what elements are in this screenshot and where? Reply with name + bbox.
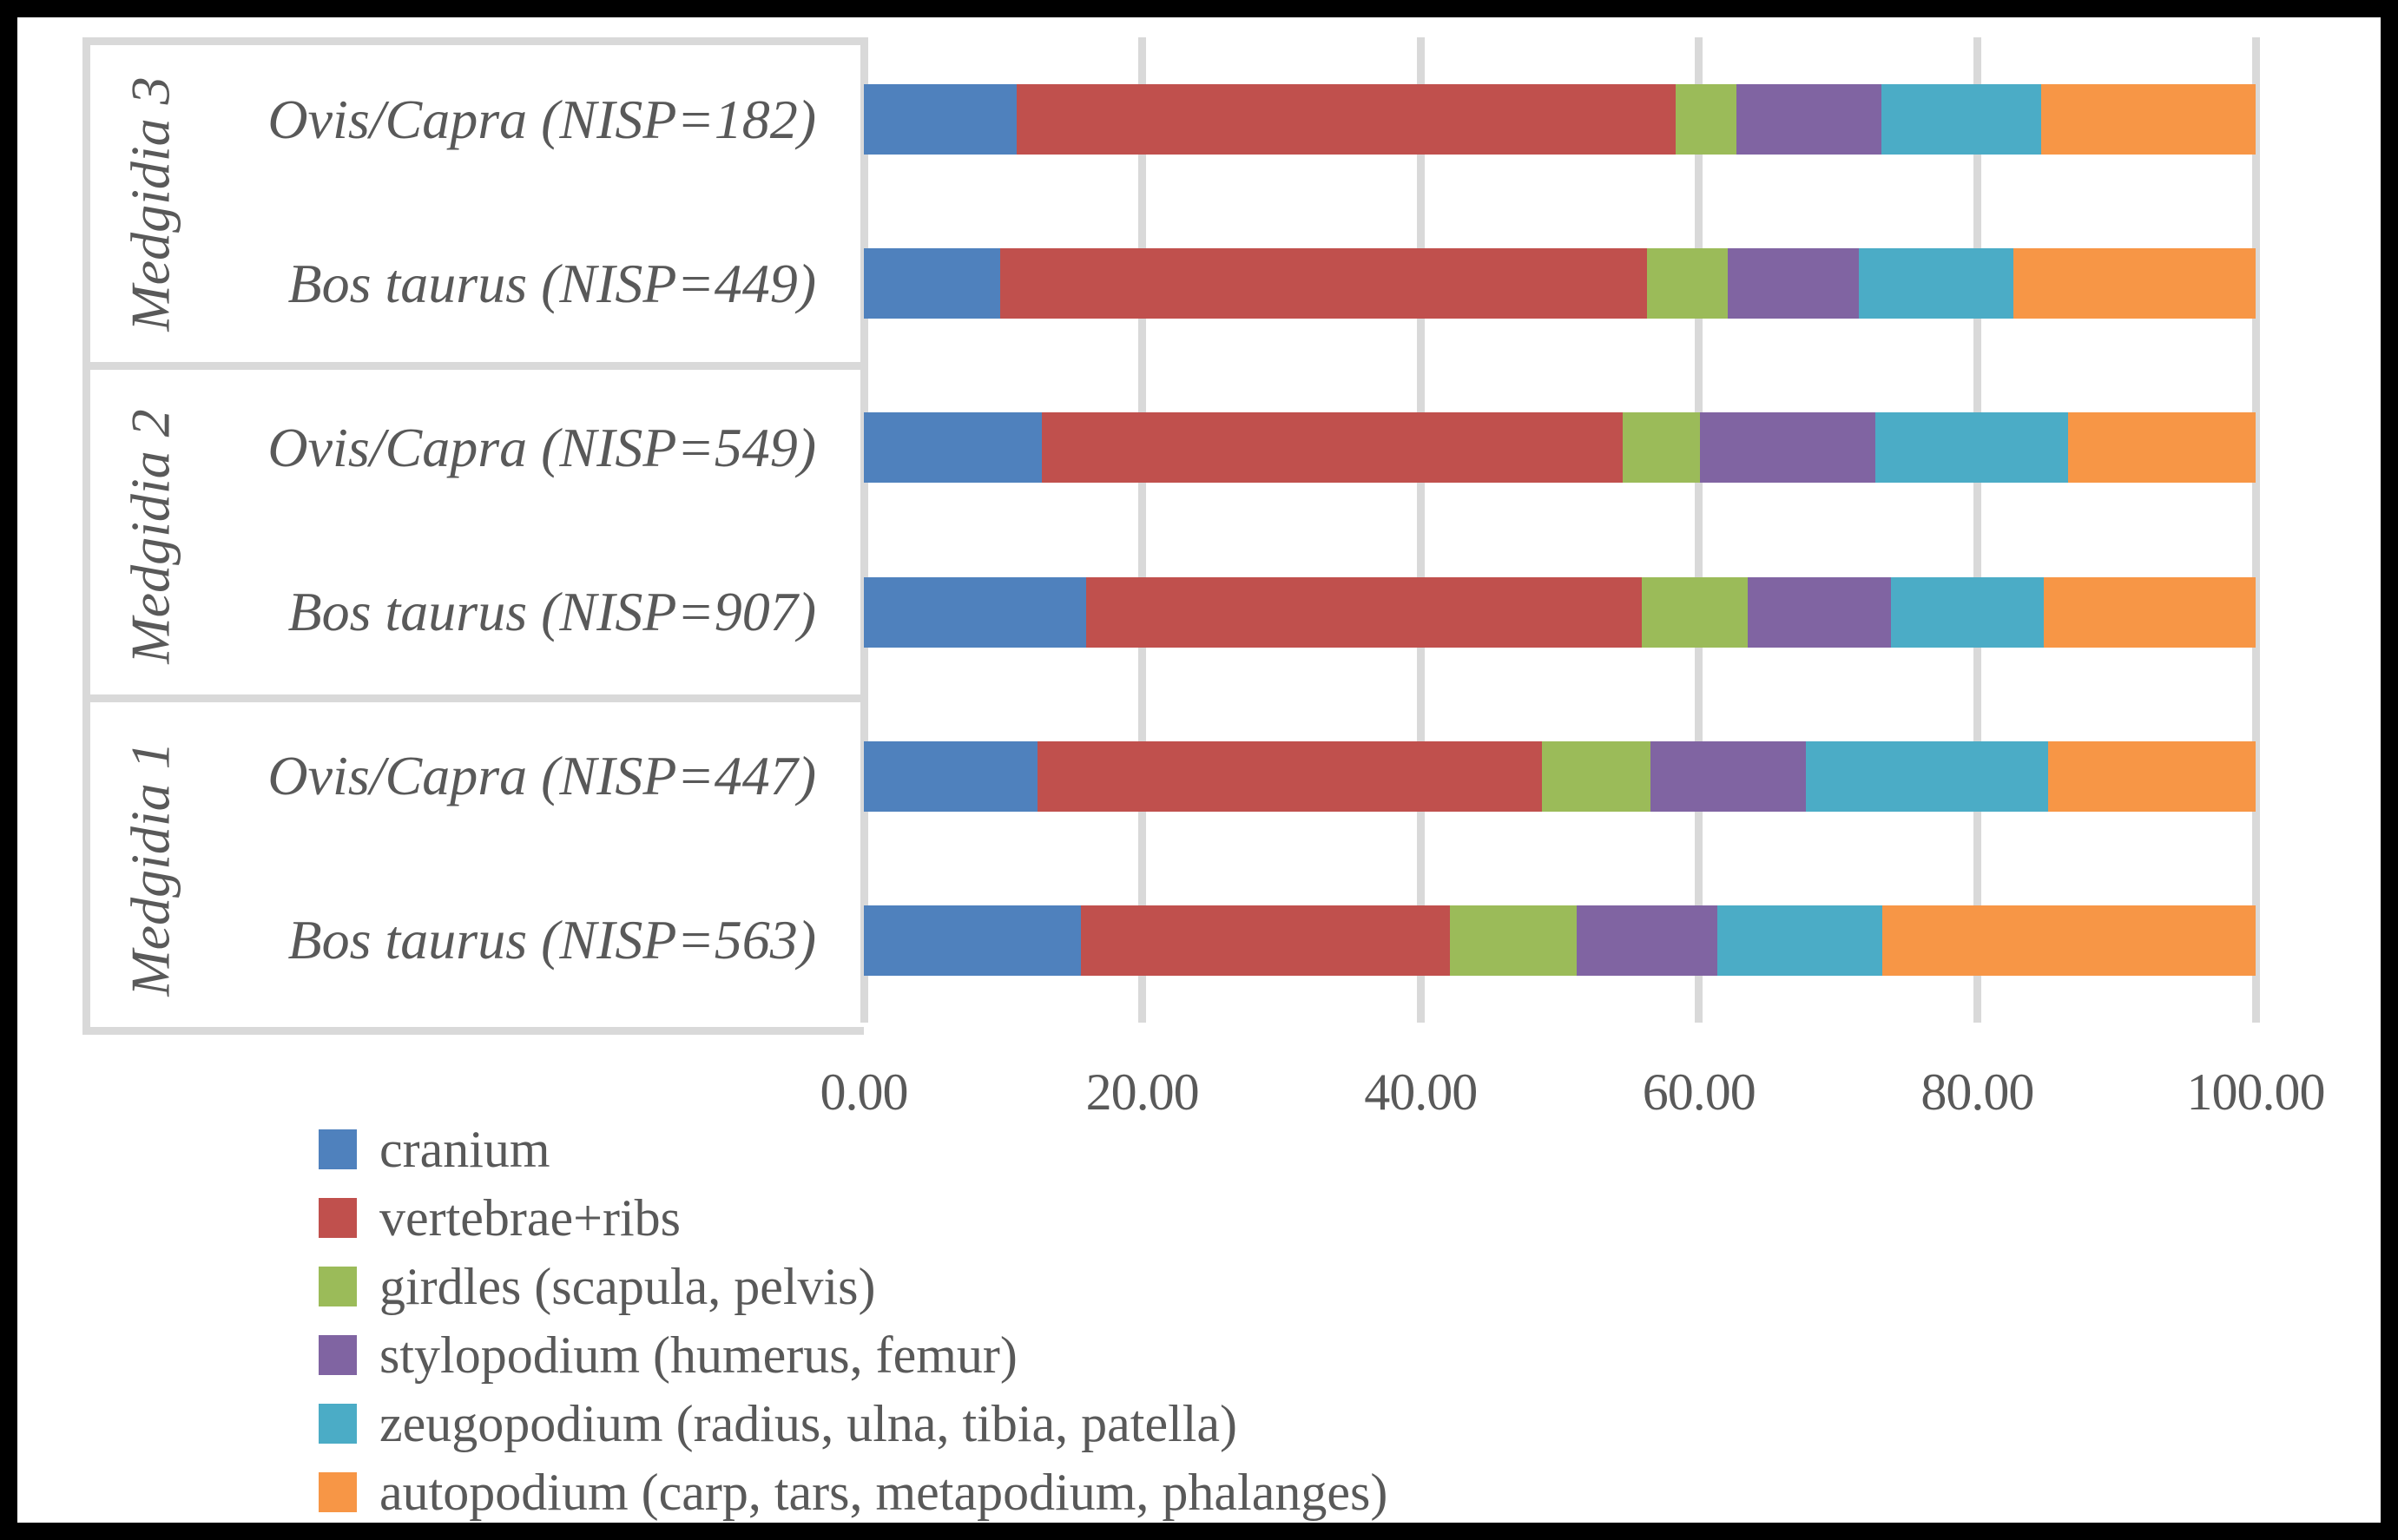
bar-segment-autopodium: [1882, 905, 2256, 976]
x-axis-tick-0.00: 0.00: [820, 1063, 909, 1121]
category-label-row-4: Ovis/Capra (NISP=447): [267, 745, 816, 807]
category-label-row-0: Ovis/Capra (NISP=182): [267, 88, 816, 150]
bar-row-4: [864, 740, 2256, 812]
bar-segment-cranium: [864, 84, 1018, 155]
category-panel-left-border: [82, 37, 90, 1035]
x-axis-tick-100.00: 100.00: [2186, 1063, 2326, 1121]
bar-segment-cranium: [864, 576, 1087, 648]
bar-segment-cranium: [864, 905, 1082, 976]
bar-segment-girdles: [1622, 412, 1701, 484]
bar-segment-autopodium: [2044, 576, 2256, 648]
gridline-80: [1973, 37, 1981, 1023]
bar-segment-vertebrae+ribs: [1086, 576, 1643, 648]
category-label-row-2: Ovis/Capra (NISP=549): [267, 416, 816, 478]
bar-segment-zeugopodium: [1806, 740, 2049, 812]
bar-segment-vertebrae+ribs: [1000, 248, 1648, 319]
bar-segment-cranium: [864, 248, 1001, 319]
bar-segment-stylopodium: [1728, 248, 1860, 319]
bar-segment-autopodium: [2013, 248, 2256, 319]
bar-segment-girdles: [1642, 576, 1748, 648]
category-group-divider: [82, 694, 864, 702]
gridline-0: [860, 37, 868, 1023]
category-label-row-5: Bos taurus (NISP=563): [287, 909, 817, 971]
bar-row-0: [864, 84, 2256, 155]
bar-segment-stylopodium: [1650, 740, 1807, 812]
bar-segment-stylopodium: [1700, 412, 1876, 484]
legend-swatch: [319, 1198, 357, 1238]
bar-segment-stylopodium: [1747, 576, 1891, 648]
legend-label: stylopodium (humerus, femur): [379, 1326, 1018, 1384]
bar-segment-zeugopodium: [1891, 576, 2045, 648]
bar-segment-autopodium: [2067, 412, 2256, 484]
bar-segment-cranium: [864, 412, 1043, 484]
bar-segment-girdles: [1541, 740, 1650, 812]
bar-segment-girdles: [1647, 248, 1729, 319]
legend-label: vertebrae+ribs: [379, 1188, 681, 1247]
bar-segment-zeugopodium: [1875, 412, 2068, 484]
legend-item-girdles: girdles (scapula, pelvis): [319, 1253, 876, 1320]
gridline-40: [1416, 37, 1425, 1023]
legend-item-autopodium: autopodium (carp, tars, metapodium, phal…: [319, 1458, 1387, 1526]
x-axis-tick-80.00: 80.00: [1920, 1063, 2034, 1121]
bar-segment-cranium: [864, 740, 1038, 812]
legend-item-zeugopodium: zeugopodium (radius, ulna, tibia, patell…: [319, 1390, 1237, 1458]
category-panel-top-border: [82, 37, 864, 45]
bar-segment-stylopodium: [1576, 905, 1717, 976]
bar-segment-autopodium: [2048, 740, 2256, 812]
bar-segment-zeugopodium: [1859, 248, 2014, 319]
bar-segment-zeugopodium: [1716, 905, 1883, 976]
category-label-row-1: Bos taurus (NISP=449): [287, 252, 817, 314]
bar-segment-vertebrae+ribs: [1042, 412, 1623, 484]
bar-segment-vertebrae+ribs: [1017, 84, 1676, 155]
x-axis-tick-60.00: 60.00: [1642, 1063, 1756, 1121]
legend-item-vertebrae+ribs: vertebrae+ribs: [319, 1184, 681, 1252]
legend-swatch: [319, 1335, 357, 1375]
legend-swatch: [319, 1267, 357, 1306]
legend-item-cranium: cranium: [319, 1116, 550, 1183]
bar-row-3: [864, 576, 2256, 648]
legend-label: cranium: [379, 1120, 550, 1178]
bar-row-1: [864, 248, 2256, 319]
gridline-20: [1138, 37, 1147, 1023]
bar-segment-autopodium: [2041, 84, 2256, 155]
legend-swatch: [319, 1404, 357, 1444]
legend-item-stylopodium: stylopodium (humerus, femur): [319, 1321, 1018, 1389]
legend-swatch: [319, 1129, 357, 1169]
bar-segment-vertebrae+ribs: [1038, 740, 1542, 812]
category-group-divider: [82, 362, 864, 370]
legend-swatch: [319, 1472, 357, 1512]
gridline-100: [2251, 37, 2260, 1023]
bar-segment-girdles: [1449, 905, 1577, 976]
x-axis-tick-20.00: 20.00: [1085, 1063, 1200, 1121]
gridline-60: [1695, 37, 1703, 1023]
bar-row-5: [864, 905, 2256, 976]
bar-segment-stylopodium: [1736, 84, 1881, 155]
bar-segment-vertebrae+ribs: [1081, 905, 1450, 976]
bar-row-2: [864, 412, 2256, 484]
legend-label: zeugopodium (radius, ulna, tibia, patell…: [379, 1394, 1238, 1452]
bar-segment-zeugopodium: [1881, 84, 2042, 155]
category-label-row-3: Bos taurus (NISP=907): [287, 581, 817, 643]
x-axis-tick-40.00: 40.00: [1364, 1063, 1478, 1121]
legend-label: autopodium (carp, tars, metapodium, phal…: [379, 1463, 1388, 1521]
bar-segment-girdles: [1675, 84, 1737, 155]
category-panel-bottom-border: [82, 1027, 864, 1035]
legend-label: girdles (scapula, pelvis): [379, 1257, 876, 1315]
